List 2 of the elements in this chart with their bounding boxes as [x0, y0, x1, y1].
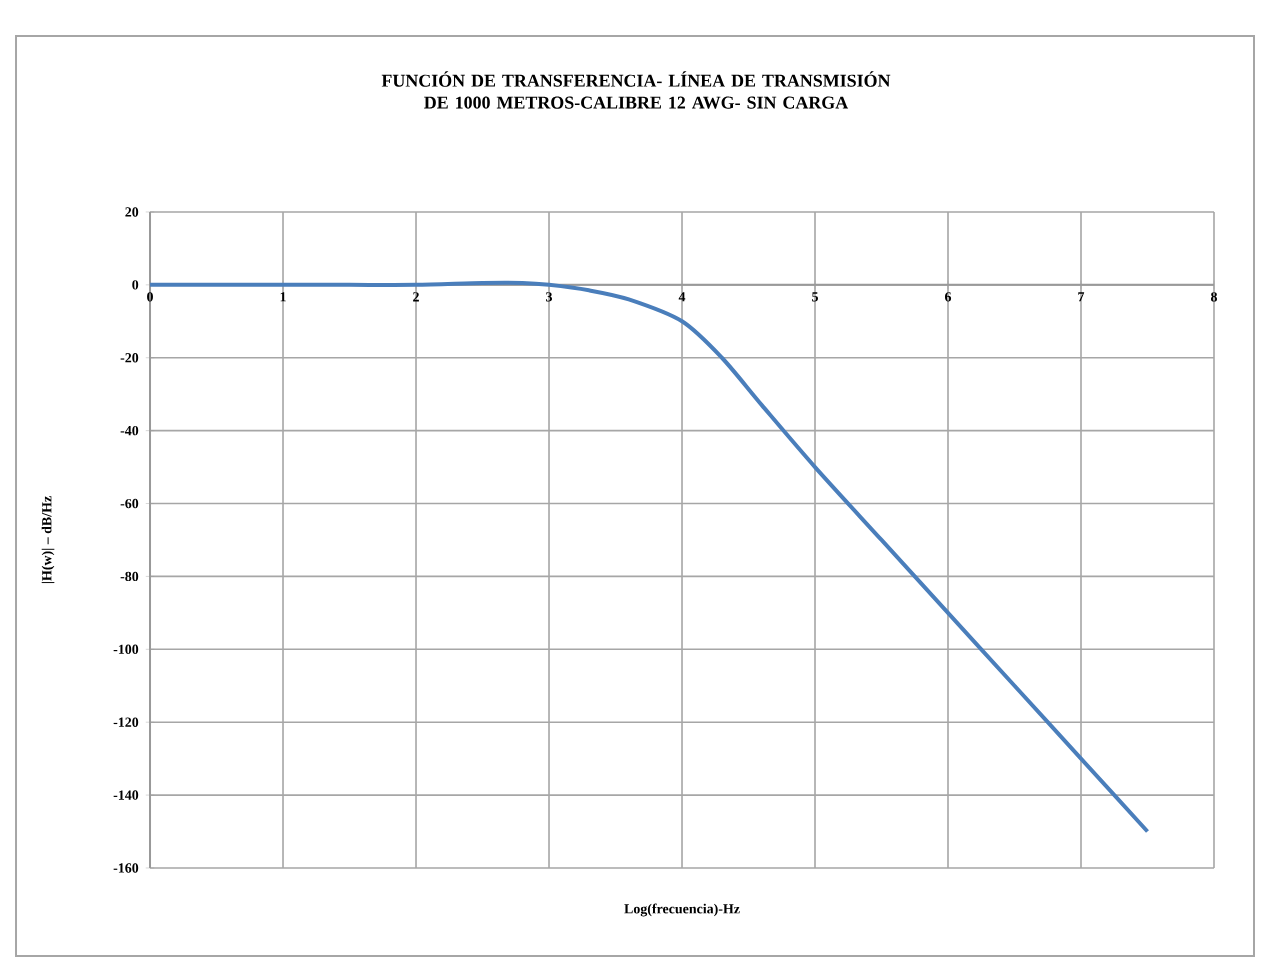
chart-title: FUNCIÓN DE TRANSFERENCIA- LÍNEA DE TRANSMISIÓN DE 1000 METROS-CALIBRE 12 AWG- SIN CARGA — [381, 71, 891, 109]
line-series — [150, 280, 1150, 834]
